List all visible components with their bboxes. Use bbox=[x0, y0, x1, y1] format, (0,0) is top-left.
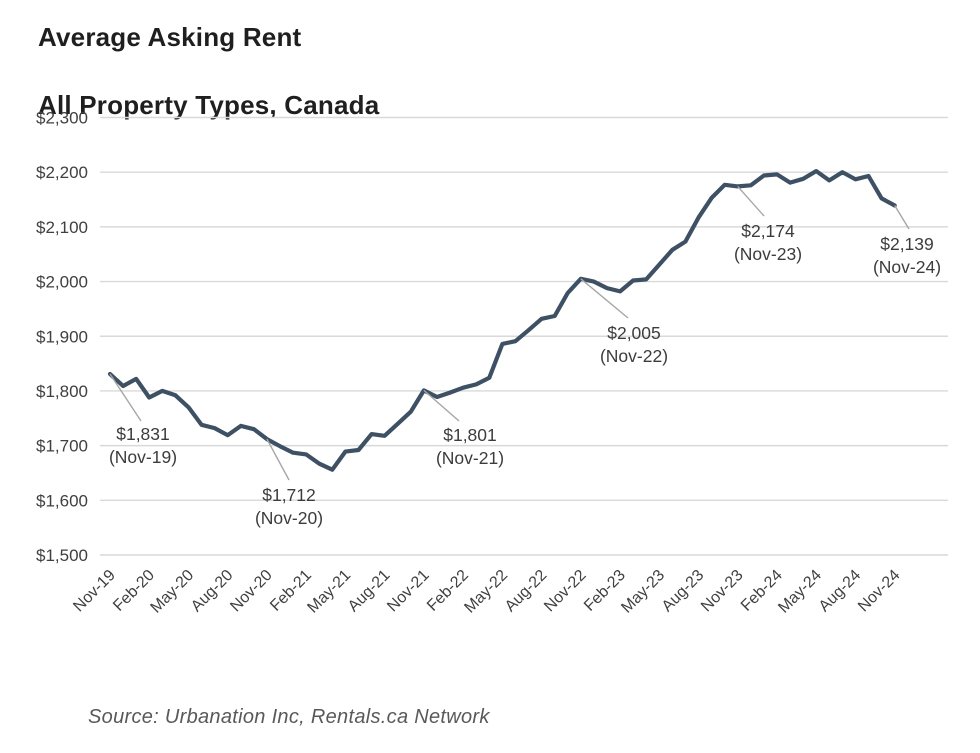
y-tick-label: $1,600 bbox=[36, 491, 88, 510]
x-tick-label: May-21 bbox=[304, 567, 354, 617]
series-group bbox=[107, 169, 897, 472]
x-tick-label: May-24 bbox=[775, 567, 825, 617]
annotation-leader-line bbox=[109, 373, 142, 422]
annotation: $1,712 (Nov-20) bbox=[255, 438, 323, 528]
chart-title-line1: Average Asking Rent bbox=[38, 22, 302, 52]
annotations-group: $1,831 (Nov-19) $1,712 (Nov-20) $1,801 (Nov-2… bbox=[109, 185, 941, 528]
source-note: Source: Urbanation Inc, Rentals.ca Netwo… bbox=[88, 706, 490, 728]
x-tick-label: Nov-23 bbox=[698, 567, 747, 616]
x-tick-label: May-20 bbox=[148, 567, 198, 617]
y-tick-label: $2,200 bbox=[36, 163, 88, 182]
chart-title: Average Asking Rent All Property Types, … bbox=[38, 20, 379, 122]
x-tick-label: May-22 bbox=[461, 567, 511, 617]
y-axis-labels-group: $1,500 $1,600 $1,700 $1,800 $1,900 $2,000 $2,1… bbox=[36, 109, 88, 566]
y-tick-label: $1,700 bbox=[36, 437, 88, 456]
x-tick-label: Aug-20 bbox=[188, 567, 237, 616]
x-tick-label: Nov-22 bbox=[541, 567, 590, 616]
annotation: $1,831 (Nov-19) bbox=[109, 373, 177, 467]
y-tick-label: $1,900 bbox=[36, 327, 88, 346]
chart-title-line2: All Property Types, Canada bbox=[38, 90, 380, 120]
x-tick-label: Aug-21 bbox=[345, 567, 394, 616]
annotation-leader-line bbox=[580, 278, 629, 319]
x-tick-label: Aug-24 bbox=[816, 567, 865, 616]
annotation-value-label: $2,005 bbox=[607, 323, 661, 343]
annotation: $2,174 (Nov-23) bbox=[734, 185, 802, 264]
y-tick-label: $2,000 bbox=[36, 273, 88, 292]
annotation-date-label: (Nov-24) bbox=[873, 257, 941, 277]
gridlines-group bbox=[100, 116, 948, 556]
annotation-date-label: (Nov-19) bbox=[109, 447, 177, 467]
annotation: $2,139 (Nov-24) bbox=[873, 205, 941, 277]
x-tick-label: May-23 bbox=[618, 567, 668, 617]
y-tick-label: $2,100 bbox=[36, 218, 88, 237]
x-axis-labels-group: Nov-19Feb-20May-20Aug-20Nov-20Feb-21May-… bbox=[70, 567, 903, 617]
y-tick-label: $1,500 bbox=[36, 546, 88, 565]
annotation-date-label: (Nov-22) bbox=[600, 346, 668, 366]
x-tick-label: Aug-23 bbox=[659, 567, 708, 616]
annotation-leader-line bbox=[423, 389, 460, 422]
annotation-leader-line bbox=[894, 205, 910, 230]
annotation-value-label: $2,174 bbox=[741, 221, 795, 241]
annotation: $1,801 (Nov-21) bbox=[423, 389, 504, 468]
annotation-date-label: (Nov-23) bbox=[734, 244, 802, 264]
y-tick-label: $1,800 bbox=[36, 382, 88, 401]
annotation-value-label: $2,139 bbox=[880, 234, 934, 254]
annotation: $2,005 (Nov-22) bbox=[580, 278, 668, 366]
annotation-date-label: (Nov-21) bbox=[436, 448, 504, 468]
annotation-value-label: $1,831 bbox=[116, 424, 170, 444]
annotation-value-label: $1,712 bbox=[262, 485, 316, 505]
x-tick-label: Nov-21 bbox=[384, 567, 433, 616]
x-tick-label: Nov-24 bbox=[855, 567, 904, 616]
annotation-leader-line bbox=[266, 438, 290, 481]
annotation-leader-line bbox=[737, 185, 765, 217]
x-tick-label: Nov-20 bbox=[227, 567, 276, 616]
annotation-date-label: (Nov-20) bbox=[255, 508, 323, 528]
x-tick-label: Aug-22 bbox=[502, 567, 551, 616]
annotation-value-label: $1,801 bbox=[443, 425, 497, 445]
x-tick-label: Nov-19 bbox=[70, 567, 119, 616]
y-tick-label: $2,300 bbox=[36, 109, 88, 128]
rent-line bbox=[107, 169, 897, 472]
